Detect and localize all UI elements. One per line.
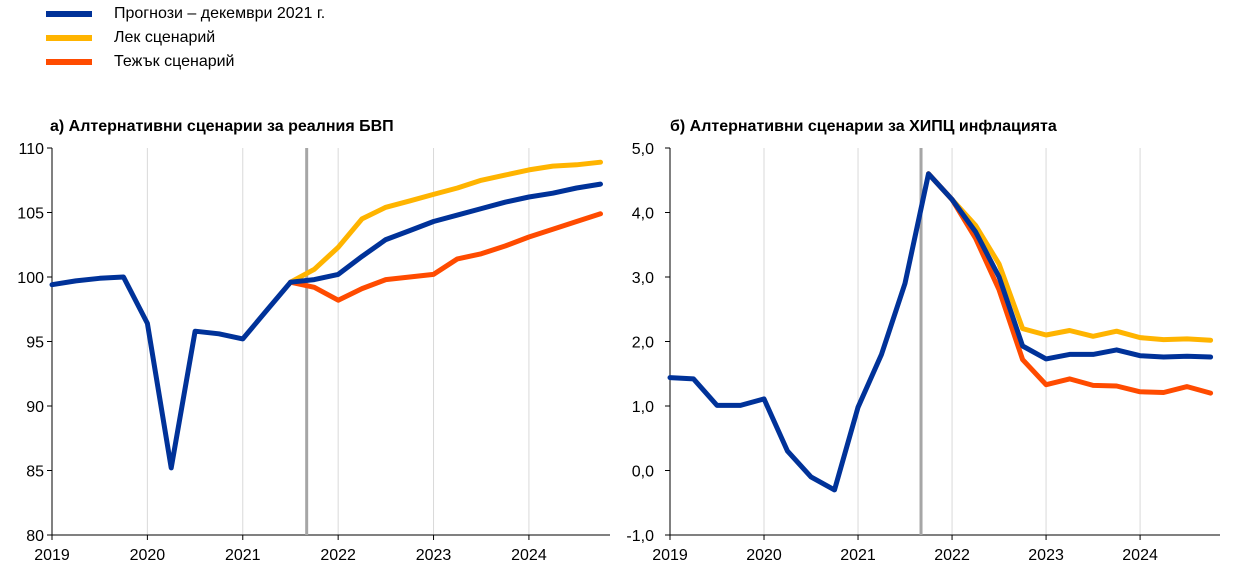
legend-item-severe: Тежък сценарий <box>46 50 325 74</box>
gdp-xtick-label: 2023 <box>416 547 452 564</box>
legend-item-mild: Лек сценарий <box>46 26 325 50</box>
hicp-ytick-label: 0,0 <box>632 464 654 481</box>
legend-item-baseline: Прогнози – декември 2021 г. <box>46 2 325 26</box>
gdp-ytick-label: 85 <box>26 464 44 481</box>
hicp-ytick-label: 3,0 <box>632 270 654 287</box>
hicp-ytick-label: 2,0 <box>632 335 654 352</box>
hicp-xtick-label: 2020 <box>746 547 782 564</box>
gdp-series-0 <box>288 159 603 285</box>
legend-swatch-severe <box>46 59 92 65</box>
gdp-series-1 <box>288 211 603 303</box>
gdp-ytick-label: 105 <box>17 206 44 223</box>
hicp-ytick-label: 1,0 <box>632 399 654 416</box>
hicp-series-0 <box>926 171 1214 343</box>
hicp-xtick-label: 2022 <box>934 547 970 564</box>
gdp-xtick-label: 2019 <box>34 547 70 564</box>
hicp-ytick-label: 5,0 <box>632 141 654 158</box>
legend-swatch-mild <box>46 35 92 41</box>
legend-label-mild: Лек сценарий <box>114 29 216 46</box>
hicp-xtick-label: 2024 <box>1122 547 1158 564</box>
gdp-xtick-label: 2021 <box>225 547 261 564</box>
hicp-ytick-label: -1,0 <box>626 528 654 545</box>
legend: Прогнози – декември 2021 г. Лек сценарий… <box>46 2 325 74</box>
hicp-xtick-label: 2021 <box>840 547 876 564</box>
hicp-xtick-label: 2019 <box>652 547 688 564</box>
chart-hicp: -1,0 0,0 1,0 2,0 3,0 4,0 5,0 2019 2020 2021 2022 20… <box>626 141 1220 564</box>
legend-swatch-baseline <box>46 11 92 17</box>
hicp-xtick-label: 2023 <box>1028 547 1064 564</box>
legend-label-baseline: Прогнози – декември 2021 г. <box>114 5 326 22</box>
hicp-series-2 <box>667 171 1214 493</box>
hicp-series-1 <box>926 171 1214 396</box>
panel-title-hicp: б) Алтернативни сценарии за ХИПЦ инфлаци… <box>670 118 1057 135</box>
gdp-xtick-label: 2022 <box>320 547 356 564</box>
legend-label-severe: Тежък сценарий <box>114 53 235 70</box>
gdp-series-2 <box>49 181 603 471</box>
gdp-ytick-label: 80 <box>26 528 44 545</box>
gdp-ytick-label: 110 <box>18 141 44 158</box>
hicp-ytick-label: 4,0 <box>632 206 654 223</box>
gdp-xtick-label: 2020 <box>130 547 166 564</box>
gdp-xtick-label: 2024 <box>511 547 547 564</box>
gdp-ytick-label: 95 <box>26 335 44 352</box>
gdp-ytick-label: 90 <box>26 399 44 416</box>
gdp-ytick-label: 100 <box>17 270 44 287</box>
chart-gdp: 80 85 90 95 100 105 110 2019 2020 2021 2022 2023 202… <box>17 141 610 564</box>
panel-title-gdp: а) Алтернативни сценарии за реалния БВП <box>50 118 394 135</box>
